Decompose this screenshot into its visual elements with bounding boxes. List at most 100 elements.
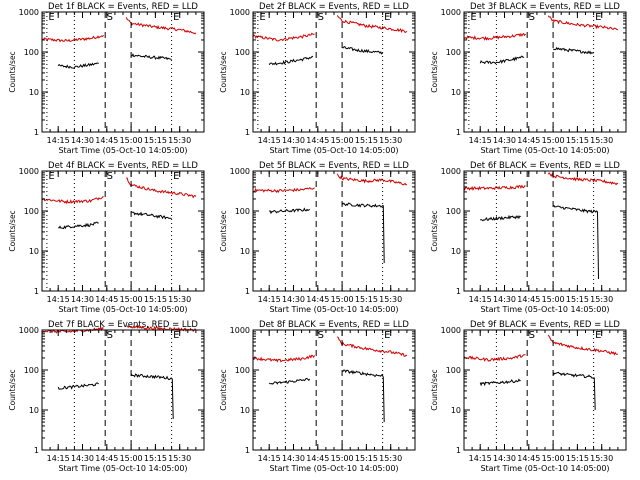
plot-frame <box>252 329 416 451</box>
x-tick-label: 15:00 <box>542 295 565 304</box>
y-axis-label: Counts/sec <box>8 369 17 410</box>
series-lld-segment-1 <box>464 184 526 191</box>
x-tick-label: 14:30 <box>493 295 516 304</box>
series-events-segment-1 <box>268 55 314 66</box>
x-tick-label: 14:15 <box>47 136 70 145</box>
x-tick-label: 14:15 <box>258 136 281 145</box>
chart-panel-5: 1 10 100 1000 14:15 14:30 14:45 15:00 15:15 15:30… <box>219 161 416 314</box>
y-tick-label: 100 <box>24 48 39 57</box>
y-axis-label: Counts/sec <box>430 51 439 92</box>
series-events-segment-1 <box>479 214 521 222</box>
x-tick-label: 15:00 <box>542 454 565 463</box>
x-tick-label: 15:00 <box>331 136 354 145</box>
panel-title: Det 3f BLACK = Events, RED = LLD <box>470 2 620 12</box>
x-tick-label: 15:15 <box>144 454 167 463</box>
x-tick-label: 14:45 <box>95 295 118 304</box>
x-tick-label: 14:45 <box>95 454 118 463</box>
y-tick-label: 100 <box>446 207 461 216</box>
x-tick-label: 15:00 <box>120 454 143 463</box>
y-tick-label: 1000 <box>441 326 461 335</box>
x-axis-label: Start Time (05-Oct-10 14:05:00) <box>58 305 187 314</box>
series-events-segment-2 <box>552 371 596 411</box>
chart-panel-8: S E 1 10 100 1000 14:15 14:30 14:45 15:00 15:15 15:… <box>219 320 416 473</box>
x-tick-label: 14:45 <box>517 136 540 145</box>
x-tick-label: 14:15 <box>469 295 492 304</box>
y-tick-label: 100 <box>24 366 39 375</box>
x-tick-label: 15:30 <box>590 454 613 463</box>
series-events-segment-2 <box>341 202 385 264</box>
x-tick-label: 15:30 <box>168 295 191 304</box>
chart-panel-4: E S E 1 10 100 1000 14:15 14:30 14:45 15:00 15:15 15… <box>8 161 205 314</box>
y-tick-label: 1 <box>456 446 461 455</box>
series-events-segment-1 <box>479 378 521 387</box>
panel-title: Det 4f BLACK = Events, RED = LLD <box>48 161 198 171</box>
y-tick-label: 1000 <box>19 326 39 335</box>
x-tick-label: 15:15 <box>355 295 378 304</box>
y-axis-label: Counts/sec <box>219 51 228 92</box>
series-events-segment-1 <box>268 207 310 215</box>
y-tick-label: 1 <box>245 446 250 455</box>
marker-label-1: E <box>259 12 265 23</box>
x-axis-label: Start Time (05-Oct-10 14:05:00) <box>269 146 398 155</box>
y-tick-label: 100 <box>24 207 39 216</box>
x-tick-label: 15:30 <box>379 454 402 463</box>
x-tick-label: 14:30 <box>71 136 94 145</box>
series-lld-segment-2 <box>126 177 197 199</box>
y-tick-label: 1 <box>245 128 250 137</box>
y-axis-label: Counts/sec <box>219 210 228 251</box>
series-events-segment-2 <box>341 45 383 55</box>
series-lld-segment-1 <box>464 354 526 362</box>
series-events-segment-2 <box>130 373 174 419</box>
marker-label-2: S <box>318 330 324 341</box>
chart-panel-2: E S E 1 10 100 1000 14:15 14:30 14:45 15:00 15:15 15… <box>219 2 416 155</box>
x-tick-label: 14:30 <box>493 454 516 463</box>
x-tick-label: 15:30 <box>379 136 402 145</box>
x-tick-label: 15:15 <box>355 454 378 463</box>
y-tick-label: 10 <box>240 406 250 415</box>
marker-label-2: S <box>529 330 535 341</box>
panel-title: Det 2f BLACK = Events, RED = LLD <box>259 2 409 12</box>
x-axis-label: Start Time (05-Oct-10 14:05:00) <box>480 464 609 473</box>
x-tick-label: 14:45 <box>306 454 329 463</box>
chart-panel-1: E S E 1 10 100 1000 14:15 14:30 14:45 15:00 15:15 15… <box>8 2 205 155</box>
series-lld-segment-1 <box>253 186 315 194</box>
marker-label-1: E <box>48 171 54 182</box>
y-axis-label: Counts/sec <box>8 51 17 92</box>
x-tick-label: 14:15 <box>47 454 70 463</box>
plot-frame <box>41 170 205 292</box>
y-tick-label: 10 <box>29 406 39 415</box>
x-tick-label: 14:45 <box>306 295 329 304</box>
x-tick-label: 14:30 <box>71 454 94 463</box>
series-events-segment-1 <box>58 221 99 230</box>
marker-label-5: E <box>173 12 179 23</box>
series-lld-segment-2 <box>547 15 619 31</box>
series-lld-segment-2 <box>547 334 619 356</box>
x-tick-label: 15:30 <box>590 295 613 304</box>
x-axis-label: Start Time (05-Oct-10 14:05:00) <box>480 146 609 155</box>
x-tick-label: 15:00 <box>120 295 143 304</box>
marker-label-2: S <box>107 330 113 341</box>
y-tick-label: 1000 <box>230 326 250 335</box>
y-tick-label: 10 <box>29 247 39 256</box>
series-events-segment-1 <box>57 62 99 69</box>
series-lld-segment-1 <box>253 354 316 363</box>
x-axis-label: Start Time (05-Oct-10 14:05:00) <box>58 464 187 473</box>
plot-frame <box>252 170 416 292</box>
y-tick-label: 100 <box>235 366 250 375</box>
panel-title: Det 8f BLACK = Events, RED = LLD <box>259 320 409 330</box>
x-tick-label: 15:15 <box>144 136 167 145</box>
y-tick-label: 100 <box>446 48 461 57</box>
x-tick-label: 14:30 <box>282 136 305 145</box>
x-axis-label: Start Time (05-Oct-10 14:05:00) <box>269 464 398 473</box>
x-tick-label: 14:30 <box>282 454 305 463</box>
y-tick-label: 100 <box>446 366 461 375</box>
series-lld-segment-2 <box>336 336 408 357</box>
y-tick-label: 1000 <box>441 167 461 176</box>
series-events-segment-2 <box>552 46 594 55</box>
plot-frame <box>41 11 205 133</box>
y-tick-label: 10 <box>451 247 461 256</box>
panel-title: Det 1f BLACK = Events, RED = LLD <box>48 2 198 12</box>
y-tick-label: 10 <box>451 406 461 415</box>
y-tick-label: 10 <box>451 88 461 97</box>
